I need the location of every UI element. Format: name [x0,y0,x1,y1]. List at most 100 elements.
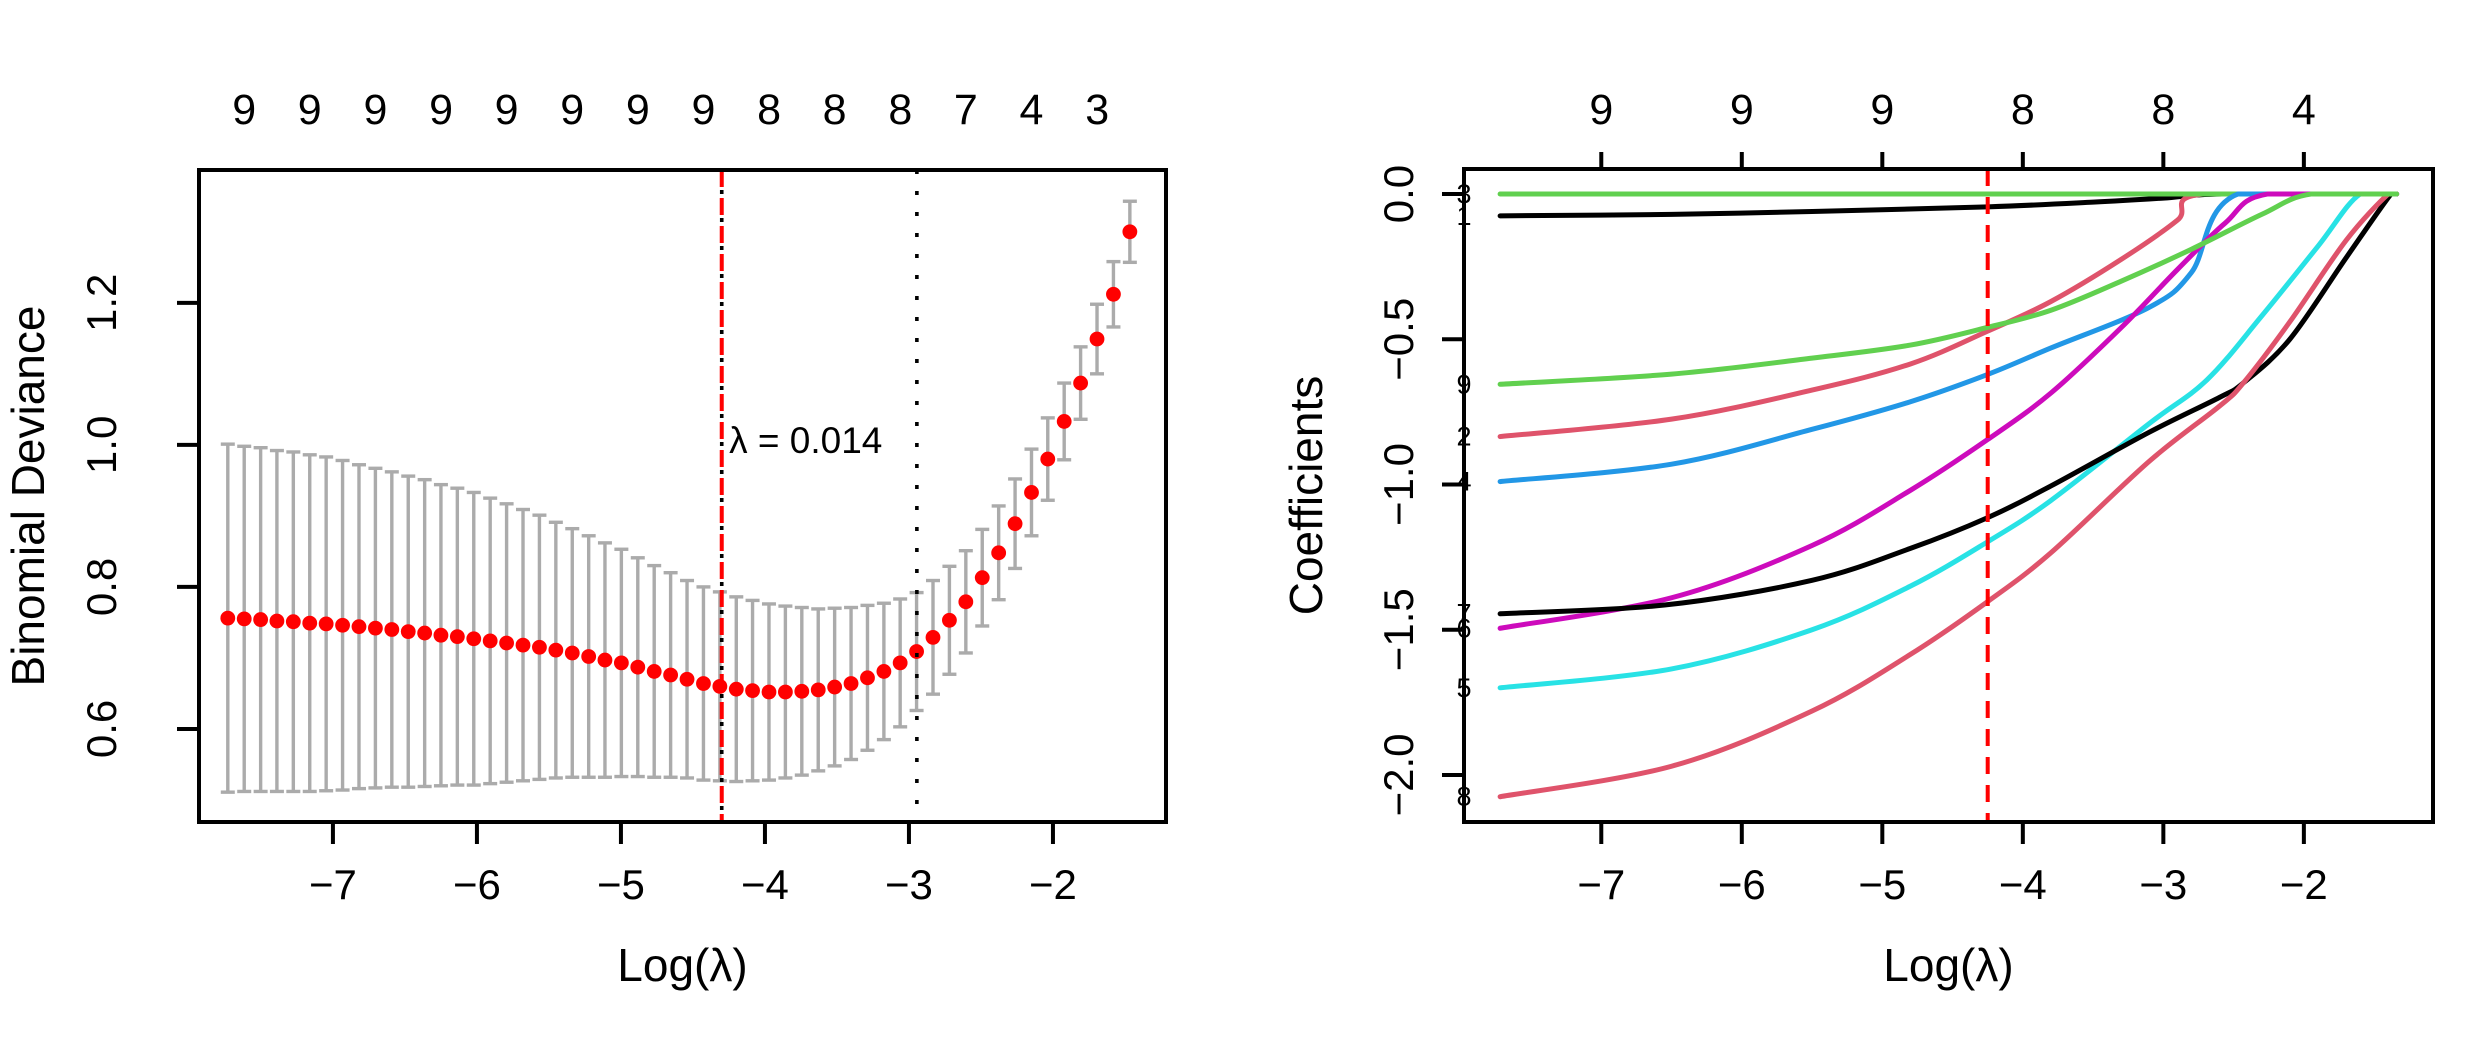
x-tick-label: −7 [309,861,357,908]
cv-point [810,682,826,698]
cv-point [1089,331,1105,347]
x-axis-title: Log(λ) [617,939,747,991]
right-axes [1442,152,2306,844]
cv-point [302,615,318,631]
y-tick-label: −2.0 [1375,733,1422,816]
x-tick-label: −2 [2280,861,2328,908]
top-count-label: 4 [2292,86,2316,134]
y-axis-title: Coefficients [1280,376,1332,616]
x-tick-label: −4 [741,861,789,908]
cv-point [581,649,597,664]
top-count-label: 4 [1020,86,1044,134]
cv-point [433,627,449,643]
coef-path-var-8 [1497,191,2400,800]
y-tick-label: 0.8 [78,558,125,616]
cv-point [630,659,646,675]
y-tick-label: 1.2 [78,274,125,332]
cv-point [663,667,679,683]
cv-point [1073,375,1089,391]
cv-point [335,617,350,633]
top-count-label: 8 [888,86,912,134]
cv-point [1056,414,1072,429]
x-axis-title: Log(λ) [1883,939,2013,991]
y-tick-label: 0.6 [78,700,125,758]
cv-point [925,629,941,645]
top-count-label: 9 [560,86,584,134]
cv-point [679,671,695,687]
top-count-label: 7 [954,86,978,134]
cv-point [827,679,843,695]
coef-path-var-4 [1497,191,2400,485]
top-count-label: 9 [495,86,519,134]
left-plot: 0.60.81.01.2−7 −6 −5 −4 −3 −29 9 9 9 9 9 9 9 8 8 8 7 4 3Lo… [2,86,1168,991]
cv-point [532,639,547,655]
y-tick-label: −1.5 [1375,588,1422,671]
y-tick-label: −1.0 [1375,443,1422,526]
coef-path-var-9 [1497,191,2400,387]
right-axis-labels: 0.0 −0.5 −1.0 −1.5 −2.0 −7 −6 −5 −4 −3 −2 9 9 9 8 8 4 Log… [1280,86,2328,991]
cv-point [1024,485,1039,500]
cv-point [942,612,957,628]
cv-point [646,664,662,679]
cv-point [1106,286,1121,302]
top-count-label: 8 [757,86,781,134]
cv-point [1122,224,1138,240]
y-axis-title: Binomial Deviance [2,306,54,687]
cv-point [1007,516,1023,532]
x-tick-label: −4 [1999,861,2047,908]
cv-point [449,629,465,645]
x-tick-label: −2 [1029,861,1077,908]
x-tick-label: −5 [597,861,645,908]
cv-mean-points [220,224,1138,700]
error-bars [220,199,1137,794]
cv-point [1040,451,1056,467]
reference-lines: λ = 0.014 [719,170,919,822]
cv-point [564,645,580,661]
cv-point [696,676,711,691]
cv-point [892,655,908,671]
cv-point [220,610,236,626]
top-count-label: 8 [2151,86,2175,134]
top-count-label: 8 [2011,86,2035,134]
y-tick-label: 1.0 [78,416,125,474]
cv-point [384,622,400,637]
top-count-label: 9 [232,86,256,134]
top-count-label: 3 [1085,86,1109,134]
x-tick-label: −3 [2139,861,2187,908]
cv-point [466,631,482,647]
cv-point [482,633,498,649]
cv-point [368,620,383,636]
cv-point [991,545,1007,561]
cv-point [958,594,974,610]
cv-point [974,570,990,586]
top-count-label: 9 [1730,86,1754,134]
cv-point [728,681,744,697]
top-count-label: 9 [363,86,387,134]
x-tick-label: −5 [1858,861,1906,908]
x-tick-label: −6 [453,861,501,908]
cv-point [909,644,924,659]
cv-point [843,676,859,691]
cv-point [761,684,777,700]
cv-point [499,635,514,651]
top-count-label: 9 [1870,86,1894,134]
left-axes [177,300,1055,844]
cv-point [777,684,793,700]
top-count-label: 9 [298,86,322,134]
cv-point [794,683,810,699]
top-count-label: 8 [823,86,847,134]
cv-point [417,625,433,641]
cv-point [351,619,367,635]
cv-point [597,652,613,668]
y-tick-label: 0.0 [1375,165,1422,223]
cv-point [269,613,285,629]
cv-point [876,664,892,679]
cv-point [515,637,531,653]
cv-point [745,683,760,699]
x-tick-label: −3 [885,861,933,908]
coef-path-var-7 [1497,191,2400,617]
cv-point [400,624,416,640]
right-plot: 0.0 −0.5 −1.0 −1.5 −2.0 −7 −6 −5 −4 −3 −2 9 9 9 8 8 4 Log… [1280,86,2435,991]
